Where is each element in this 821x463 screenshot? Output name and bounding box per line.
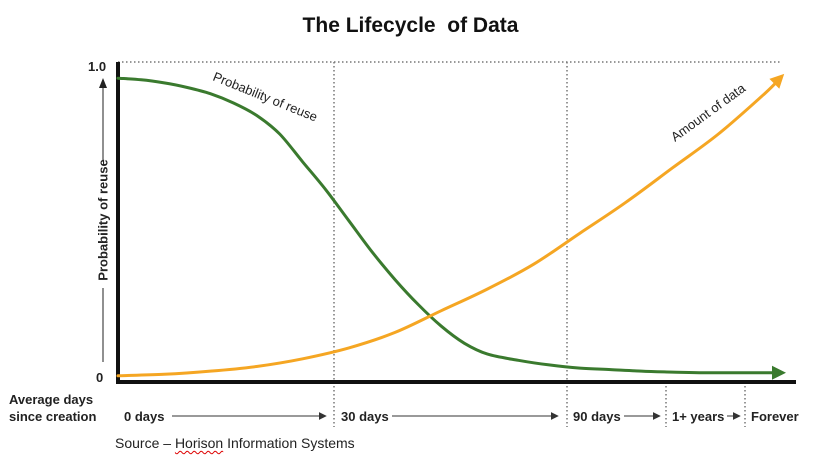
series-label-amount: Amount of data bbox=[668, 80, 749, 144]
series-line-probability-of-reuse bbox=[116, 76, 782, 375]
x-stage-label: 1+ years bbox=[672, 409, 724, 424]
y-tick-label: 0 bbox=[96, 370, 104, 385]
x-axis-label-line: Average days bbox=[9, 392, 94, 407]
x-stage-label: Forever bbox=[751, 409, 799, 424]
axes bbox=[99, 62, 796, 384]
series-layer bbox=[116, 73, 786, 380]
x-axis-label-line: since creation bbox=[9, 409, 97, 424]
series-line-amount-of-data bbox=[116, 76, 782, 378]
series-arrow-probability-of-reuse bbox=[772, 365, 786, 380]
x-stage-label: 0 days bbox=[124, 409, 164, 424]
source-organization: Horison bbox=[174, 435, 224, 451]
x-axis-label: Average days since creation bbox=[9, 391, 96, 425]
series-arrow-amount-of-data bbox=[769, 73, 785, 89]
series-label-probability: Probability of reuse bbox=[211, 69, 320, 125]
chart-title: The Lifecycle of Data bbox=[302, 14, 519, 37]
y-label-arrow-icon bbox=[99, 78, 107, 88]
source-note: Source – Horison Information Systems bbox=[115, 435, 355, 451]
y-tick-label: 1.0 bbox=[88, 59, 107, 74]
source-prefix: Source – bbox=[115, 435, 175, 451]
x-stage-label: 90 days bbox=[573, 409, 621, 424]
x-stage-label: 30 days bbox=[341, 409, 389, 424]
x-stage-ticks: 0 days 30 days 90 days 1+ years Forever bbox=[124, 409, 799, 424]
source-suffix: Information Systems bbox=[223, 435, 355, 451]
